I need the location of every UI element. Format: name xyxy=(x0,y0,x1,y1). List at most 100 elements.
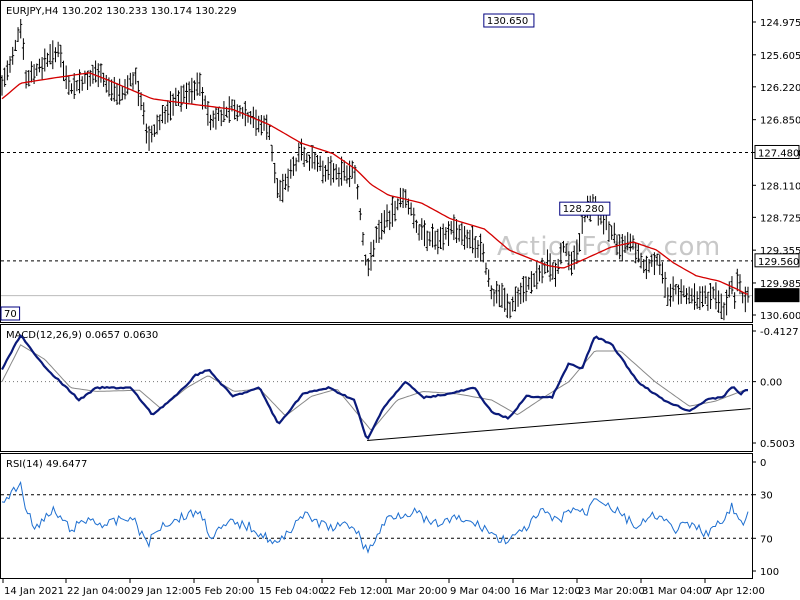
ohlc-bar xyxy=(414,219,418,233)
ohlc-bar xyxy=(275,178,279,199)
ohlc-bar xyxy=(283,173,287,190)
ohlc-bar xyxy=(120,85,124,101)
rsi-y-tick-label: 100 xyxy=(760,567,779,578)
rsi-layer xyxy=(1,480,752,554)
ohlc-bar xyxy=(5,60,9,81)
ohlc-bar xyxy=(342,160,346,181)
ohlc-bar xyxy=(495,280,499,304)
ohlc-bar xyxy=(168,91,172,121)
ohlc-bar xyxy=(610,225,614,240)
ohlc-bar xyxy=(61,60,65,82)
ohlc-bar xyxy=(578,233,582,252)
price-y-tick-label: 125.605 xyxy=(760,51,800,62)
ohlc-bar xyxy=(532,273,536,288)
ohlc-bar xyxy=(620,234,624,262)
ohlc-bar xyxy=(642,259,646,274)
ohlc-bar xyxy=(217,106,221,121)
ohlc-bar xyxy=(719,293,723,319)
macd-trendline xyxy=(367,408,751,442)
ohlc-bar xyxy=(291,156,295,176)
ohlc-bar xyxy=(78,69,82,94)
ohlc-bar xyxy=(289,159,293,179)
ohlc-bar xyxy=(545,249,549,273)
ohlc-bar xyxy=(364,254,368,266)
ohlc-bar xyxy=(695,291,699,309)
ohlc-bar xyxy=(698,286,702,311)
ohlc-bar xyxy=(171,93,175,116)
annotation-box xyxy=(0,306,21,321)
price-y-tick-label: 128.110 xyxy=(760,181,800,192)
ohlc-bar xyxy=(693,283,697,310)
ohlc-bar xyxy=(503,287,507,312)
ohlc-bar xyxy=(639,252,643,269)
ohlc-bar xyxy=(99,63,103,83)
ohlc-bar xyxy=(43,48,47,72)
ohlc-bar xyxy=(110,79,114,102)
ohlc-bar xyxy=(468,229,472,249)
price-level-tag: 130.229 xyxy=(754,288,800,303)
ohlc-bar xyxy=(102,72,106,87)
ohlc-bar xyxy=(679,279,683,304)
annotation-box xyxy=(483,13,535,28)
ohlc-bar xyxy=(8,56,12,73)
ohlc-bar xyxy=(465,229,469,249)
ohlc-bar xyxy=(16,27,20,42)
ohlc-bar xyxy=(615,234,619,256)
ohlc-bar xyxy=(187,81,191,103)
ohlc-bar xyxy=(508,301,512,319)
ohlc-bar xyxy=(358,208,362,221)
ohlc-bar xyxy=(521,275,525,303)
ohlc-bar xyxy=(123,79,127,100)
ohlc-bar xyxy=(152,124,156,137)
price-y-tick-label: 126.850 xyxy=(760,116,800,127)
ohlc-bar xyxy=(559,242,563,265)
ohlc-bar xyxy=(118,78,122,105)
price-y-tick-label: 126.220 xyxy=(760,83,800,94)
ohlc-bar xyxy=(126,75,130,95)
ohlc-bar xyxy=(714,282,718,310)
ohlc-bar xyxy=(29,61,33,83)
ohlc-bar xyxy=(302,146,306,167)
ohlc-bar xyxy=(529,271,533,294)
ohlc-bar xyxy=(195,72,199,96)
ohlc-bar xyxy=(428,231,432,247)
ohlc-bar xyxy=(281,173,285,203)
ohlc-bar xyxy=(147,125,151,151)
ohlc-bar xyxy=(96,63,100,88)
x-tick-label: 14 Jan 2021 xyxy=(4,586,64,597)
ohlc-bar xyxy=(372,239,376,257)
annotation-label: 130.650 xyxy=(483,13,535,28)
ohlc-bar xyxy=(193,80,197,101)
price-level-tag: 129.560 xyxy=(754,253,800,268)
ohlc-bar xyxy=(393,200,397,222)
level-tag-box xyxy=(754,288,800,303)
ohlc-bar xyxy=(235,104,239,122)
ohlc-bar xyxy=(655,253,659,266)
ohlc-bar xyxy=(412,207,416,229)
ohlc-bar xyxy=(70,83,74,94)
ohlc-bar xyxy=(24,70,28,89)
ohlc-bar xyxy=(163,106,167,125)
ohlc-bar xyxy=(211,110,215,128)
ohlc-bar xyxy=(556,258,560,274)
ohlc-bar xyxy=(527,276,531,290)
ohlc-bar xyxy=(709,283,713,309)
ohlc-bar xyxy=(254,109,258,136)
ohlc-bar xyxy=(51,40,55,70)
ohlc-bar xyxy=(35,63,39,76)
ohlc-bar xyxy=(75,80,79,92)
ohlc-bar xyxy=(64,65,68,90)
ohlc-bar xyxy=(278,179,282,202)
price-header: EURJPY,H4 130.202 130.233 130.174 130.22… xyxy=(6,6,237,17)
annotation-text: 70 xyxy=(4,309,17,320)
ohlc-bar xyxy=(422,220,426,247)
ohlc-bar xyxy=(572,245,576,270)
ohlc-bar xyxy=(80,76,84,91)
ohlc-bar xyxy=(479,233,483,262)
ohlc-bar xyxy=(513,286,517,312)
ohlc-bar xyxy=(356,184,360,200)
ohlc-bar xyxy=(209,114,213,131)
annotation-box xyxy=(559,201,611,216)
ohlc-bar xyxy=(644,255,648,280)
ohlc-bar xyxy=(388,210,392,231)
